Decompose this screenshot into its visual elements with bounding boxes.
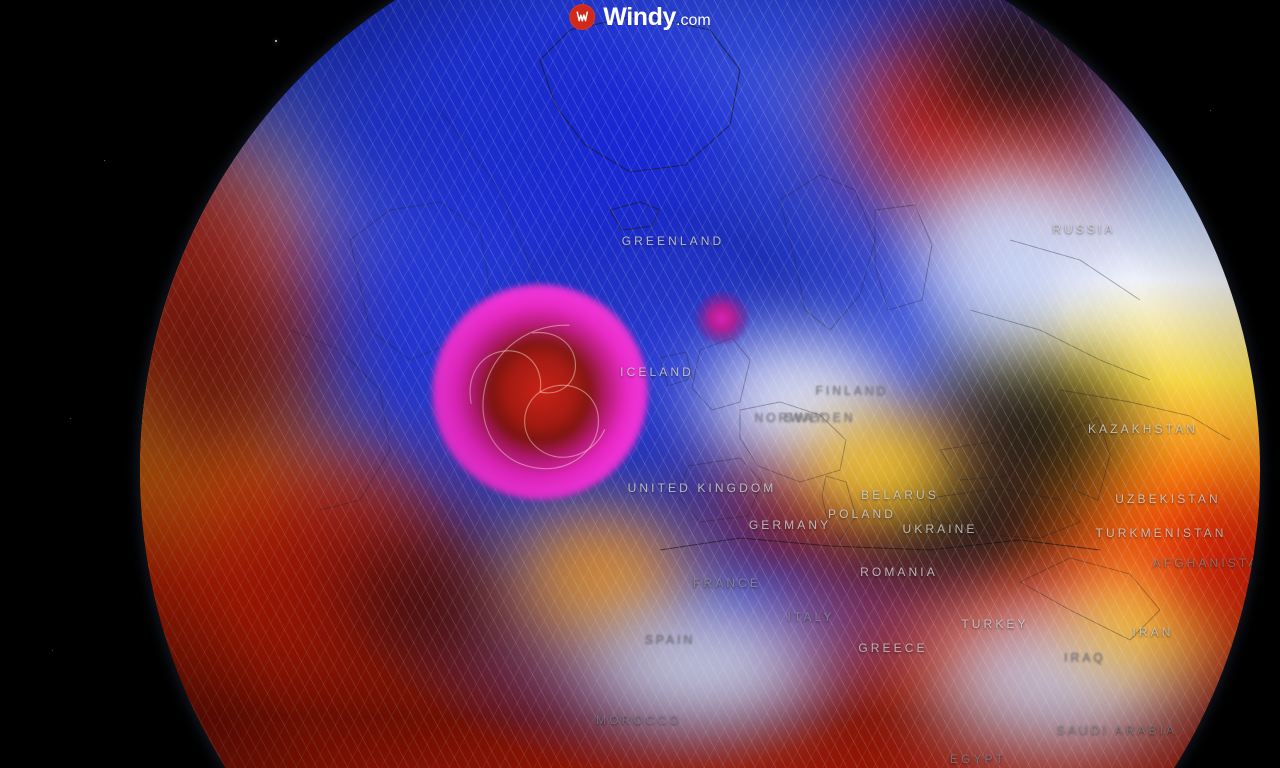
star-2	[104, 160, 106, 162]
label-kazakhstan: KAZAKHSTAN	[1087, 422, 1199, 436]
brand-name: Windy	[603, 2, 677, 31]
label-egypt: EGYPT	[949, 752, 1007, 766]
brand-suffix: .com	[676, 11, 711, 29]
label-finland: FINLAND	[815, 383, 889, 397]
label-norway: NORWAY	[754, 410, 826, 424]
label-germany: GERMANY	[748, 518, 832, 532]
label-france: FRANCE	[693, 576, 761, 590]
windy-brand-logo[interactable]: Windy.com	[569, 2, 711, 31]
label-iraq: IRAQ	[1064, 650, 1106, 664]
label-turkey: TURKEY	[961, 617, 1029, 631]
label-ukraine: UKRAINE	[902, 522, 978, 536]
label-spain: SPAIN	[644, 632, 696, 646]
label-saudi-arabia: SAUDI ARABIA	[1056, 723, 1178, 737]
label-sweden: SWEDEN	[784, 410, 856, 424]
label-iran: IRAN	[1132, 625, 1174, 639]
earth-globe[interactable]: GREENLAND ICELAND FINLAND NORWAY SWEDEN RUSSI…	[140, 0, 1260, 768]
country-label-layer: GREENLAND ICELAND FINLAND NORWAY SWEDEN RUSSI…	[140, 0, 1260, 768]
label-united-kingdom: UNITED KINGDOM	[627, 481, 777, 495]
label-poland: POLAND	[828, 507, 896, 521]
brand-wordmark: Windy.com	[603, 2, 711, 31]
label-afghanistan: AFGHANISTAN	[1152, 556, 1260, 570]
label-turkmenistan: TURKMENISTAN	[1095, 526, 1227, 540]
label-uzbekistan: UZBEKISTAN	[1115, 492, 1221, 506]
label-greece: GREECE	[858, 641, 928, 655]
star-3	[70, 418, 72, 420]
label-greenland: GREENLAND	[621, 234, 725, 248]
label-belarus: BELARUS	[861, 488, 939, 502]
star-5	[52, 650, 54, 652]
label-italy: ITALY	[787, 610, 835, 624]
windy-logo-icon	[569, 4, 596, 30]
label-morocco: MOROCCO	[596, 713, 682, 727]
label-russia: RUSSIA	[1052, 222, 1116, 236]
label-romania: ROMANIA	[860, 565, 938, 579]
label-iceland: ICELAND	[620, 365, 694, 379]
